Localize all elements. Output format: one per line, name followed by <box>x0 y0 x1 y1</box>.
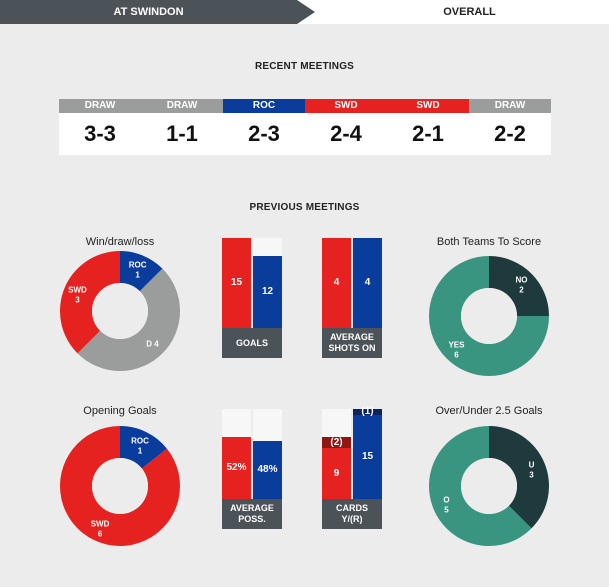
previous-meetings-title: PREVIOUS MEETINGS <box>249 202 360 213</box>
bar-yellow-cards <box>353 415 382 499</box>
match-result-label: DRAW <box>141 99 223 113</box>
donut-hole <box>92 283 148 339</box>
donut-slice-u <box>489 426 549 529</box>
opening-goals-donut: ROC 1 SWD 6 <box>60 426 181 546</box>
donut-slice-label: ROC 1 <box>131 437 149 456</box>
recent-meetings-title: RECENT MEETINGS <box>254 61 355 72</box>
donut-hole <box>461 288 517 344</box>
tab-at-swindon[interactable]: AT SWINDON <box>0 0 315 24</box>
over-under-title: Over/Under 2.5 Goals <box>435 405 543 417</box>
tab-overall-label[interactable]: OVERALL <box>443 6 496 18</box>
recent-match: ROC 2-3 <box>223 99 305 155</box>
match-score: 2-1 <box>412 121 444 146</box>
donut-slice-roc <box>120 251 163 292</box>
win-draw-loss-title: Win/draw/loss <box>85 236 155 248</box>
match-score: 2-3 <box>248 121 280 146</box>
bar <box>322 238 351 328</box>
match-score: 3-3 <box>84 121 116 146</box>
bar <box>353 238 382 328</box>
caption-line: SHOTS ON <box>328 343 376 353</box>
match-result-label: ROC <box>223 99 305 113</box>
bar <box>222 437 251 499</box>
recent-match: DRAW 1-1 <box>141 99 223 155</box>
bar-value: 52% <box>226 462 247 473</box>
tab-bar: OVERALL AT SWINDON <box>0 0 609 24</box>
donut-slice-label: NO 2 <box>516 275 528 294</box>
match-result-label: SWD <box>305 99 387 113</box>
bar <box>222 238 251 328</box>
bar-caption: AVERAGE POSS. <box>222 499 282 529</box>
donut-slice-label: D 4 <box>146 340 159 349</box>
bar-value: 4 <box>364 277 371 288</box>
caption-line: Y/(R) <box>341 514 363 524</box>
match-result-label: SWD <box>387 99 469 113</box>
donut-slice-label: SWD 3 <box>68 285 87 304</box>
over-under-donut: U 3 O 5 <box>429 426 549 546</box>
bar-red-cards <box>322 437 351 448</box>
donut-slice-label: SWD 6 <box>91 519 110 538</box>
bar-value: (2) <box>330 436 343 448</box>
donut-slice-o <box>429 426 532 546</box>
opening-goals-title: Opening Goals <box>83 405 157 417</box>
match-result-label: DRAW <box>59 99 141 113</box>
bar-value: 12 <box>261 286 274 297</box>
caption-line: AVERAGE <box>230 503 274 513</box>
caption-line: AVERAGE <box>330 332 374 342</box>
donut-slice-no <box>489 256 549 316</box>
bar-value: 9 <box>333 467 340 479</box>
bar-yellow-cards <box>322 448 351 499</box>
bar <box>253 441 282 499</box>
recent-match: DRAW 3-3 <box>59 99 141 155</box>
bar-value: (1) <box>361 406 374 417</box>
bar-caption: CARDS Y/(R) <box>322 499 382 529</box>
caption-line: CARDS <box>335 503 368 513</box>
bar-value: 4 <box>333 277 340 288</box>
bar-caption: AVERAGE SHOTS ON <box>322 328 382 358</box>
match-score: 2-2 <box>494 121 526 146</box>
donut-slice-label: YES 6 <box>448 341 465 360</box>
bar <box>253 256 282 328</box>
bar-value: 48% <box>257 464 278 475</box>
caption-line: POSS. <box>238 514 266 524</box>
recent-match: SWD 2-1 <box>387 99 469 155</box>
donut-slice-d <box>77 268 180 371</box>
win-draw-loss-donut: ROC 1 D 4 SWD 3 <box>59 251 180 371</box>
match-result-label: DRAW <box>469 99 551 113</box>
donut-slice-roc <box>120 426 167 469</box>
bar-value: 15 <box>230 277 243 288</box>
donut-hole <box>92 458 148 514</box>
match-score: 2-4 <box>330 121 362 146</box>
donut-slice-swd <box>59 251 120 354</box>
match-score: 1-1 <box>166 121 198 146</box>
donut-slice-label: ROC 1 <box>129 261 147 280</box>
bar-value: 15 <box>361 451 374 462</box>
donut-slice-yes <box>429 256 549 376</box>
recent-match: SWD 2-4 <box>305 99 387 155</box>
bar-red-cards <box>353 409 382 415</box>
donut-hole <box>461 458 517 514</box>
recent-match: DRAW 2-2 <box>469 99 551 155</box>
btts-title: Both Teams To Score <box>436 236 542 248</box>
bar-caption: GOALS <box>222 328 282 358</box>
donut-slice-swd <box>60 426 181 546</box>
btts-donut: NO 2 YES 6 <box>429 256 549 376</box>
